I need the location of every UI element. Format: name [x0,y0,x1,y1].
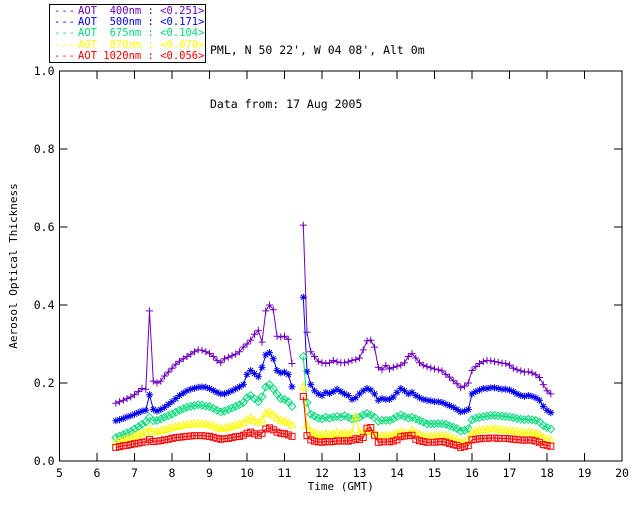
series-markers [111,351,556,443]
y-axis-title: Aerosol Optical Thickness [7,183,20,349]
station-info: PML, N 50 22', W 04 08', Alt 0m [210,43,425,57]
x-tick-label: 6 [94,466,101,480]
x-axis-title: Time (GMT) [308,480,374,493]
x-tick-label: 19 [578,466,592,480]
plot-header: PML, N 50 22', W 04 08', Alt 0m Data fro… [210,5,425,149]
series-aot-500nm [112,293,555,425]
series-markers [112,221,555,407]
y-tick-label: 0.8 [34,142,55,156]
legend-line-sample-500nm: --- [54,16,76,29]
y-axis: 0.0 0.2 0.4 0.6 0.8 1.0 [34,64,622,468]
legend-line-sample-1020nm: --- [54,49,76,62]
legend-item-400nm: --- AOT 400nm : <0.251> [54,5,205,17]
data-date: Data from: 17 Aug 2005 [210,97,363,111]
series-markers [112,393,555,451]
legend-label-400nm: AOT 400nm : <0.251> [78,5,205,17]
x-tick-label: 12 [315,466,329,480]
legend-line-sample-675nm: --- [54,27,76,40]
x-tick-label: 9 [206,466,213,480]
legend-line-sample-870nm: --- [54,38,76,51]
y-tick-label: 0.6 [34,220,55,234]
x-tick-label: 17 [503,466,517,480]
x-tick-label: 18 [540,466,554,480]
x-tick-label: 7 [131,466,138,480]
legend-label-1020nm: AOT 1020nm : <0.056> [78,49,205,62]
x-tick-label: 13 [353,466,367,480]
legend-label-500nm: AOT 500nm : <0.171> [78,16,205,29]
plot-frame [59,70,623,462]
series-aot-400nm [112,221,555,407]
y-tick-label: 1.0 [34,64,55,78]
legend: --- AOT 400nm : <0.251> --- AOT 500nm : <0… [49,4,206,63]
x-tick-label: 5 [56,466,63,480]
series-markers [112,293,555,425]
series-aot-1020nm [112,393,555,451]
y-tick-label: 0.4 [34,298,55,312]
x-axis: 5 6 7 8 9 10 11 12 13 14 15 16 17 18 19 20 [56,71,629,480]
y-tick-label: 0.2 [34,376,55,390]
legend-item-500nm: --- AOT 500nm : <0.171> [54,16,205,29]
legend-item-1020nm: --- AOT 1020nm : <0.056> [54,49,205,62]
x-tick-label: 14 [390,466,404,480]
x-tick-label: 11 [278,466,292,480]
x-tick-label: 10 [240,466,254,480]
series-line [115,225,552,404]
legend-item-675nm: --- AOT 675nm : <0.104> [54,28,205,39]
x-tick-label: 20 [615,466,629,480]
x-tick-label: 16 [465,466,479,480]
legend-label-870nm: AOT 870nm : <0.070> [78,38,205,51]
series-aot-870nm [111,382,556,446]
x-tick-label: 15 [428,466,442,480]
x-tick-label: 8 [169,466,176,480]
legend-item-870nm: --- AOT 870nm : <0.070> [54,38,205,51]
series-aot-675nm [111,351,556,443]
legend-line-sample-400nm: --- [54,5,76,17]
legend-label-675nm: AOT 675nm : <0.104> [78,27,205,40]
y-tick-label: 0.0 [34,454,55,468]
